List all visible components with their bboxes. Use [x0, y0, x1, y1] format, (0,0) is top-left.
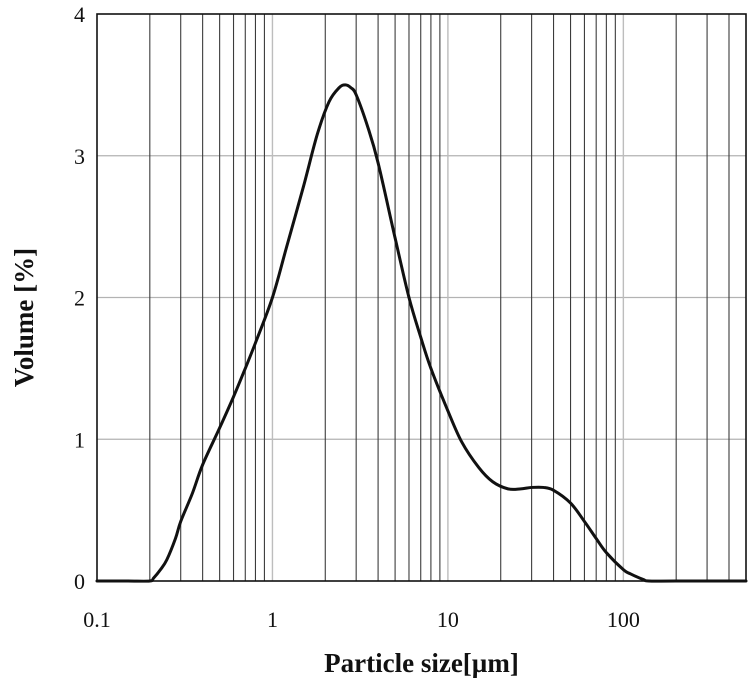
x-tick-label: 100 — [607, 607, 640, 632]
tick-labels: 0.1 1 10 100 0 1 2 3 4 — [74, 2, 640, 632]
grid — [97, 14, 746, 581]
x-tick-label: 1 — [267, 607, 278, 632]
x-tick-label: 10 — [437, 607, 459, 632]
y-axis-title: Volume [%] — [9, 248, 39, 387]
volume-distribution-line — [95, 83, 748, 583]
y-tick-label: 4 — [74, 2, 85, 27]
y-tick-label: 1 — [74, 427, 85, 452]
x-axis-title: Particle size[µm] — [324, 648, 519, 678]
y-tick-label: 3 — [74, 144, 85, 169]
y-tick-label: 2 — [74, 286, 85, 311]
x-tick-label: 0.1 — [83, 607, 111, 632]
plot-frame — [96, 13, 747, 582]
y-tick-label: 0 — [74, 569, 85, 594]
